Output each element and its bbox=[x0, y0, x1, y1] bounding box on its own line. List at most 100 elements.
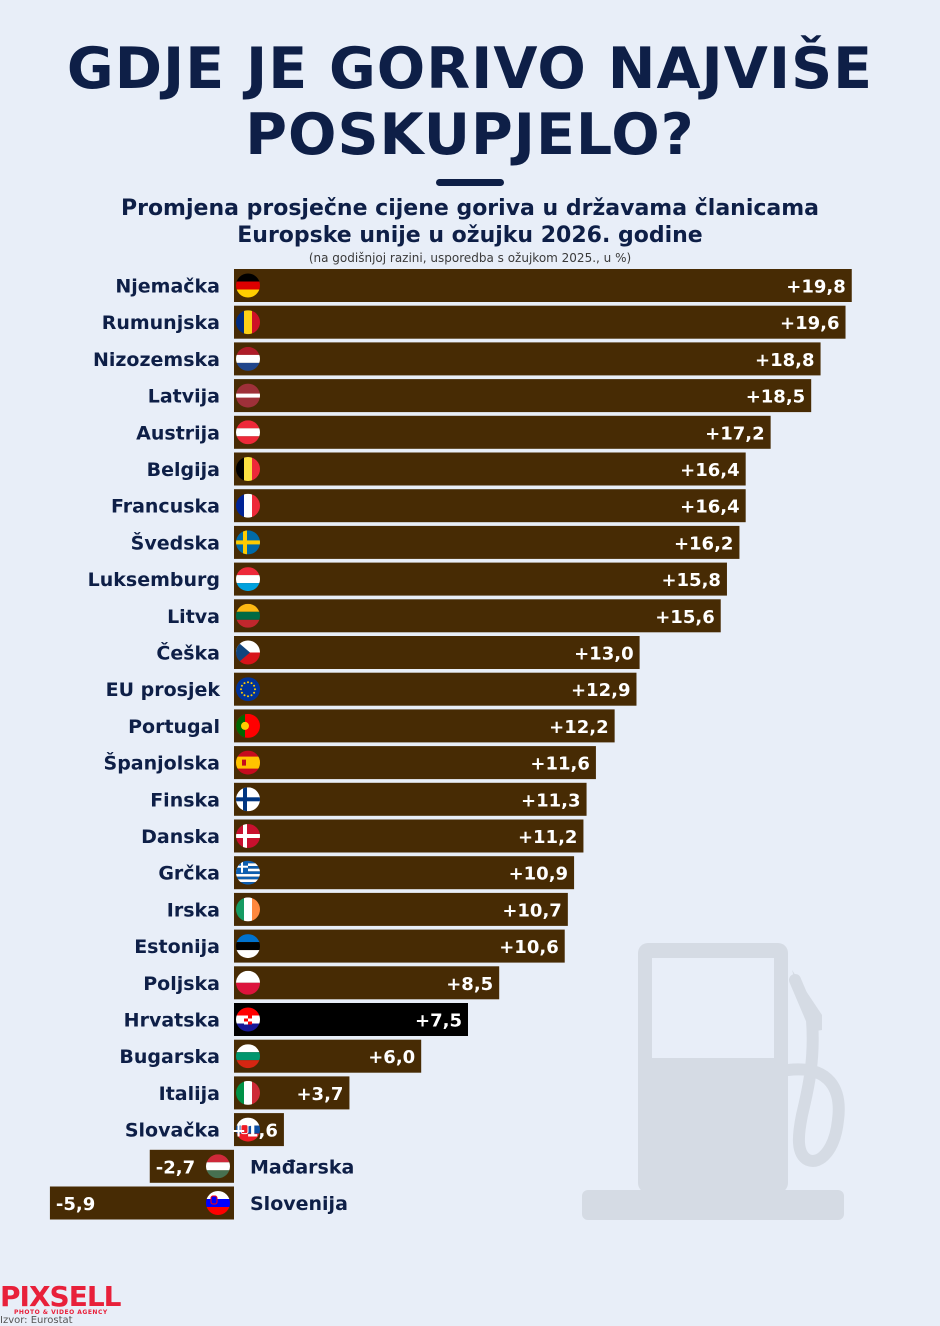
bar-row: Češka +13,0 bbox=[156, 636, 640, 669]
bar bbox=[234, 342, 821, 376]
bar-row: Hrvatska +7,5 bbox=[124, 1003, 468, 1036]
category-label: Rumunjska bbox=[102, 312, 220, 334]
bar-row: Švedska +16,2 bbox=[131, 525, 740, 559]
value-label: +15,6 bbox=[655, 607, 715, 628]
value-label: +11,6 bbox=[530, 754, 590, 775]
category-label: Poljska bbox=[143, 973, 220, 995]
pixsell-logo: PIXSELL bbox=[0, 1280, 122, 1313]
category-label: Češka bbox=[156, 641, 220, 665]
value-label: +17,2 bbox=[705, 423, 765, 444]
bar bbox=[234, 966, 500, 1000]
bar-row: Španjolska +11,6 bbox=[104, 746, 596, 780]
bar bbox=[234, 525, 740, 559]
chart-note: (na godišnjoj razini, usporedba s ožujko… bbox=[308, 251, 632, 265]
category-label: Hrvatska bbox=[124, 1010, 220, 1032]
source-note: Izvor: Eurostat bbox=[0, 1315, 73, 1326]
bar bbox=[234, 562, 727, 596]
flag-greece-icon bbox=[236, 860, 260, 885]
value-label: +16,2 bbox=[674, 533, 734, 554]
bar bbox=[234, 1039, 422, 1073]
value-label: +13,0 bbox=[574, 644, 634, 665]
bar bbox=[234, 709, 615, 743]
value-label: +12,9 bbox=[571, 680, 631, 701]
flag-czechia-icon bbox=[236, 640, 260, 665]
category-label: Slovenija bbox=[250, 1193, 348, 1215]
category-label: Irska bbox=[167, 899, 220, 921]
category-label: Mađarska bbox=[250, 1156, 354, 1178]
bar-row: Poljska +8,5 bbox=[143, 966, 500, 1000]
value-label: +12,2 bbox=[549, 717, 609, 738]
bar-row: Latvija +18,5 bbox=[148, 379, 812, 413]
flag-estonia-icon bbox=[236, 934, 260, 959]
bar-row: Rumunjska +19,6 bbox=[102, 305, 846, 339]
flag-spain-icon bbox=[236, 750, 260, 775]
value-label: +6,0 bbox=[368, 1047, 415, 1068]
bar-row: Litva +15,6 bbox=[167, 599, 721, 633]
bar bbox=[234, 1003, 468, 1036]
flag-austria-icon bbox=[236, 420, 260, 445]
category-label: Bugarska bbox=[119, 1046, 220, 1068]
category-label: Slovačka bbox=[125, 1120, 220, 1142]
flag-portugal-icon bbox=[236, 713, 260, 738]
flag-hungary-icon bbox=[206, 1154, 230, 1179]
bar-row: Francuska +16,4 bbox=[111, 489, 746, 523]
value-label: +7,5 bbox=[415, 1011, 462, 1032]
value-label: -5,9 bbox=[56, 1194, 95, 1215]
flag-lithuania-icon bbox=[236, 603, 260, 628]
value-label: +11,2 bbox=[518, 827, 578, 848]
bar bbox=[234, 305, 846, 339]
title-line-2: POSKUPJELO? bbox=[245, 102, 695, 168]
flag-denmark-icon bbox=[236, 824, 260, 848]
category-label: Litva bbox=[167, 606, 220, 628]
bar-row: Luksemburg +15,8 bbox=[88, 562, 727, 596]
flag-poland-icon bbox=[236, 970, 260, 995]
logo-tagline: PHOTO & VIDEO AGENCY bbox=[14, 1309, 108, 1316]
value-label: +16,4 bbox=[680, 497, 740, 518]
value-label: +19,6 bbox=[780, 313, 840, 334]
bar-row: Estonija +10,6 bbox=[134, 929, 565, 963]
value-label: +10,9 bbox=[509, 864, 569, 885]
bar-row: EU prosjek +12,9 bbox=[106, 672, 637, 706]
value-label: +1,6 bbox=[231, 1121, 278, 1142]
category-label: Grčka bbox=[158, 863, 220, 885]
flag-bulgaria-icon bbox=[236, 1044, 260, 1069]
chart-title: GDJE JE GORIVO NAJVIŠE POSKUPJELO? bbox=[0, 36, 940, 168]
bar bbox=[234, 819, 584, 853]
subtitle-line-2: Europske unije u ožujku 2026. godine bbox=[237, 223, 703, 248]
bar bbox=[234, 415, 771, 449]
title-divider bbox=[436, 179, 504, 186]
flag-france-icon bbox=[236, 493, 260, 518]
bar bbox=[234, 636, 640, 669]
value-label: +11,3 bbox=[521, 790, 581, 811]
flag-ireland-icon bbox=[236, 897, 260, 922]
flag-eu-icon bbox=[236, 677, 260, 702]
bar-row: Belgija +16,4 bbox=[147, 452, 746, 486]
bar-row: Irska +10,7 bbox=[167, 892, 568, 926]
fuel-pump-icon bbox=[582, 943, 845, 1220]
flag-germany-icon bbox=[236, 273, 260, 298]
value-label: +10,7 bbox=[502, 900, 562, 921]
category-label: Estonija bbox=[134, 936, 220, 958]
value-label: +10,6 bbox=[499, 937, 559, 958]
category-label: Nizozemska bbox=[93, 349, 220, 371]
category-label: Španjolska bbox=[104, 751, 220, 775]
bar bbox=[234, 929, 565, 963]
value-label: +8,5 bbox=[446, 974, 493, 995]
value-label: +18,8 bbox=[755, 350, 815, 371]
value-label: +15,8 bbox=[661, 570, 721, 591]
chart-subtitle: Promjena prosječne cijene goriva u držav… bbox=[60, 195, 880, 249]
flag-italy-icon bbox=[236, 1080, 260, 1105]
category-label: Švedska bbox=[131, 530, 220, 554]
bar bbox=[234, 599, 721, 633]
value-label: +16,4 bbox=[680, 460, 740, 481]
flag-sweden-icon bbox=[236, 530, 260, 555]
category-label: EU prosjek bbox=[106, 679, 221, 701]
flag-finland-icon bbox=[236, 787, 260, 812]
bar-row: Danska +11,2 bbox=[141, 819, 584, 853]
subtitle-line-1: Promjena prosječne cijene goriva u držav… bbox=[120, 196, 820, 221]
bar bbox=[234, 379, 812, 413]
bar-row: Austrija +17,2 bbox=[136, 415, 771, 449]
bar bbox=[234, 782, 587, 816]
bar-row: Nizozemska +18,8 bbox=[93, 342, 821, 376]
bar bbox=[234, 892, 568, 926]
